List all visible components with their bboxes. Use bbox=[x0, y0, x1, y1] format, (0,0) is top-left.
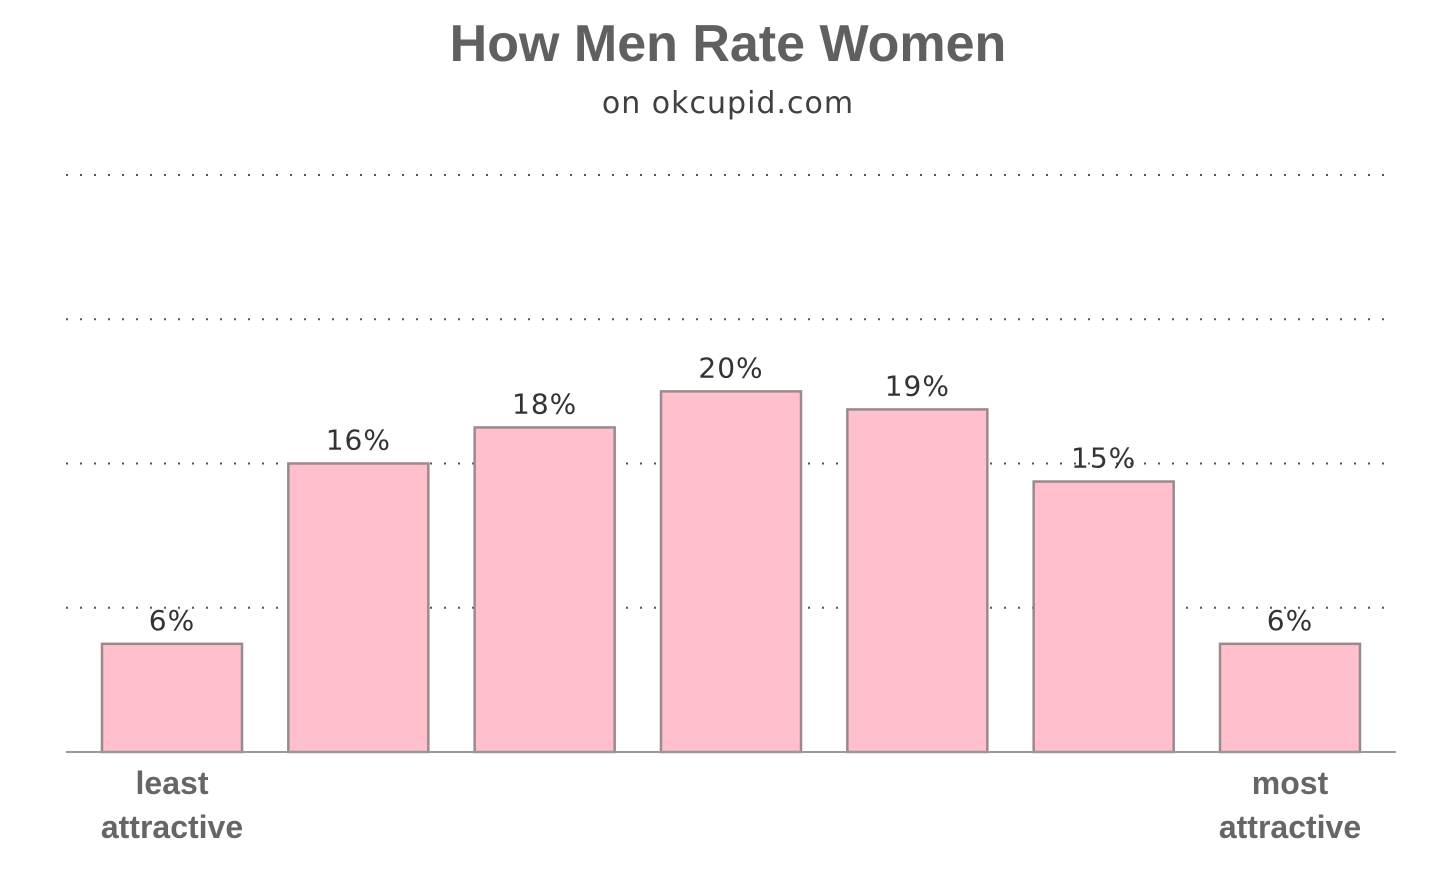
bar-label-6: 15% bbox=[1071, 442, 1136, 475]
x-tick-label-2-line-2: attractive bbox=[1219, 809, 1361, 845]
chart-title: How Men Rate Women bbox=[449, 15, 1007, 73]
bar-label-7: 6% bbox=[1267, 604, 1313, 637]
x-tick-label-1-line-2: attractive bbox=[101, 809, 243, 845]
bar-7 bbox=[1218, 642, 1362, 754]
bar-label-3: 18% bbox=[512, 387, 577, 420]
x-tick-label-2-line-1: most bbox=[1252, 765, 1329, 801]
bar-label-2: 16% bbox=[326, 424, 391, 457]
bar-label-4: 20% bbox=[698, 351, 763, 384]
bar-3 bbox=[473, 426, 616, 754]
bar-label-1: 6% bbox=[149, 604, 195, 637]
bar-2 bbox=[287, 462, 430, 754]
bar-label-5: 19% bbox=[885, 369, 950, 402]
bar-6 bbox=[1032, 480, 1175, 754]
x-tick-label-1-line-1: least bbox=[136, 765, 209, 801]
chart-subtitle: on okcupid.com bbox=[601, 86, 855, 121]
bar-1 bbox=[100, 642, 244, 754]
bar-5 bbox=[846, 408, 989, 754]
bar-4 bbox=[659, 390, 803, 754]
